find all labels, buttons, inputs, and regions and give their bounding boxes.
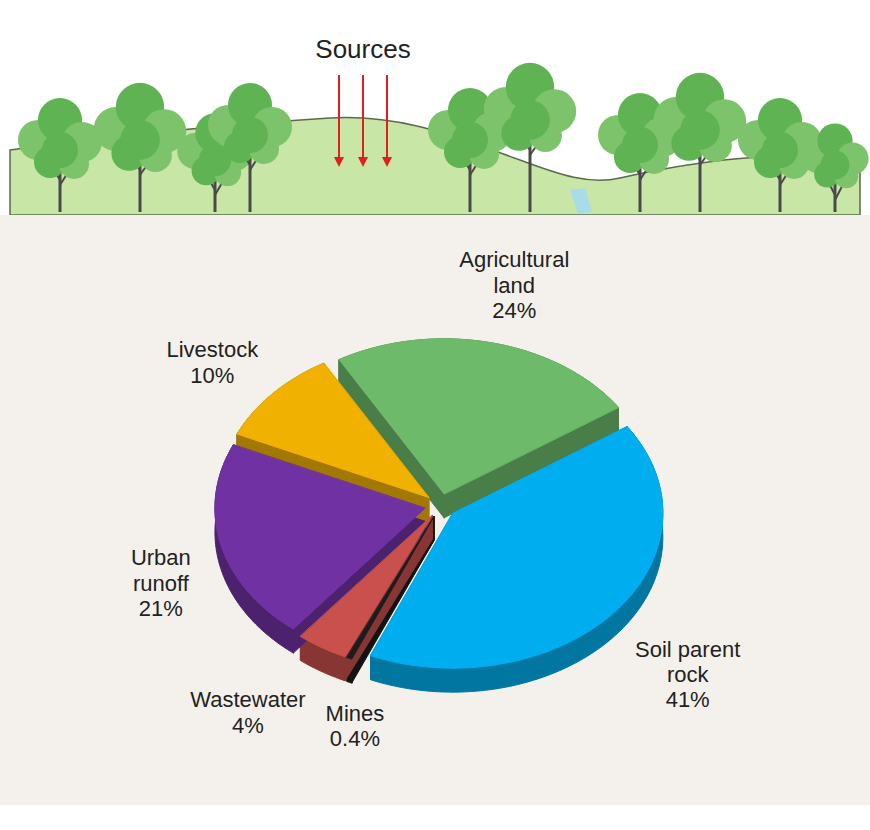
svg-text:Livestock10%: Livestock10%	[166, 337, 259, 387]
svg-text:Soil parentrock41%: Soil parentrock41%	[635, 637, 740, 713]
svg-text:Agriculturalland24%: Agriculturalland24%	[459, 247, 569, 323]
svg-text:Sources: Sources	[315, 34, 410, 64]
svg-text:Urbanrunoff21%: Urbanrunoff21%	[131, 545, 191, 621]
svg-text:Mines0.4%: Mines0.4%	[326, 701, 385, 751]
svg-text:Wastewater4%: Wastewater4%	[190, 687, 305, 737]
